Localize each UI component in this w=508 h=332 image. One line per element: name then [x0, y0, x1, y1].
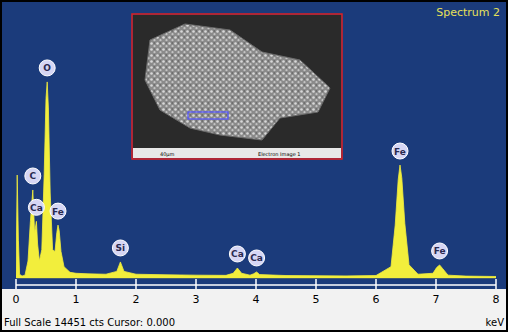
peak-label: Ca — [28, 199, 44, 215]
x-tick-label: 7 — [433, 293, 440, 306]
x-tick-label: 4 — [253, 293, 260, 306]
peak-label-text: Ca — [231, 249, 244, 259]
plot-background — [1, 1, 507, 289]
peak-label-badge — [432, 243, 448, 259]
peak-label-text: Ca — [250, 253, 263, 263]
peak-label: Ca — [249, 250, 265, 266]
title: Spectrum 2 — [436, 6, 500, 19]
x-tick — [495, 279, 497, 289]
peak-label-text: Fe — [52, 207, 64, 217]
peak-label-text: Si — [116, 243, 126, 253]
x-tick-label: 6 — [373, 293, 380, 306]
footer: Full Scale 14451 cts Cursor: 0.000 — [4, 317, 175, 328]
peak-label: Si — [112, 240, 128, 256]
peak-label-text: O — [43, 63, 51, 73]
peak-label-badge — [392, 143, 408, 159]
x-tick — [135, 279, 137, 289]
x-tick-label: 8 — [493, 293, 500, 306]
x-tick — [255, 279, 257, 289]
x-tick-label: 0 — [13, 293, 20, 306]
chart-root: 0 1 2 3 4 5 6 7 8 Full Scale 14451 cts Cursor: 0.… — [0, 0, 508, 332]
x-tick — [435, 279, 437, 289]
inset-frame — [132, 14, 342, 159]
x-tick-label: 5 — [313, 293, 320, 306]
peak-label-badge — [39, 60, 55, 76]
inset-scale-bar: 40µm — [160, 151, 175, 158]
peak-label-badge — [28, 199, 44, 215]
x-tick — [195, 279, 197, 289]
peak-label: Fe — [392, 143, 408, 159]
x-axis-label: keV — [486, 317, 505, 328]
peak-label-badge — [112, 240, 128, 256]
peak-label: Ca — [229, 246, 245, 262]
x-tick-label: 1 — [73, 293, 80, 306]
peak-label: Fe — [432, 243, 448, 259]
peak-label: C — [25, 168, 41, 184]
peak-label-badge — [25, 168, 41, 184]
x-tick — [375, 279, 377, 289]
inset-particle — [145, 24, 330, 140]
peak-label: Fe — [50, 203, 66, 219]
inset-spectrum-area — [188, 112, 228, 119]
x-tick — [75, 279, 77, 289]
inset-caption-strip — [133, 148, 341, 158]
peak-label-text: Fe — [434, 246, 446, 256]
peak-label-badge — [229, 246, 245, 262]
peak-label-badge — [249, 250, 265, 266]
x-tick — [315, 279, 317, 289]
x-tick-label: 2 — [133, 293, 140, 306]
inset-caption: Electron Image 1 — [258, 151, 301, 158]
inset: 40µm Electron Image 1 — [132, 14, 342, 159]
inset-image — [133, 15, 341, 158]
x-tick — [15, 279, 17, 289]
peak-label-text: C — [29, 171, 36, 181]
page-background — [0, 0, 508, 332]
peak-label-badge — [50, 203, 66, 219]
x-tick-label: 3 — [193, 293, 200, 306]
peak-label-text: Fe — [394, 147, 406, 157]
peak-label-text: Ca — [30, 203, 43, 213]
peak-label: O — [39, 60, 55, 76]
outer-border — [1, 1, 507, 331]
